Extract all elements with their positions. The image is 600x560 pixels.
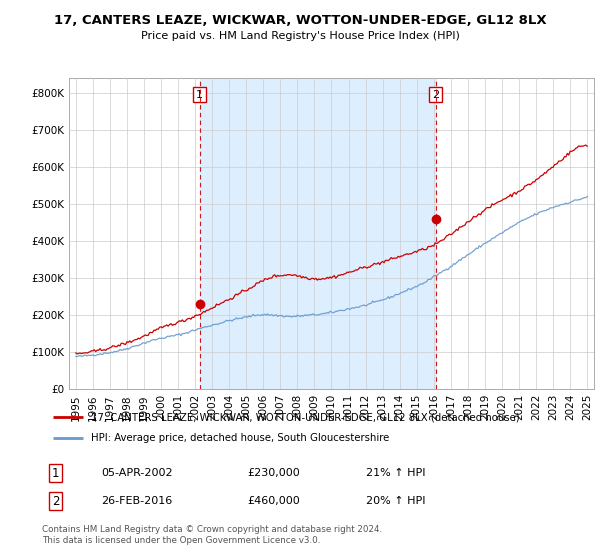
Text: 21% ↑ HPI: 21% ↑ HPI xyxy=(366,468,425,478)
Text: 1: 1 xyxy=(52,466,59,480)
Text: HPI: Average price, detached house, South Gloucestershire: HPI: Average price, detached house, Sout… xyxy=(91,433,389,444)
Bar xyxy=(200,78,436,389)
Text: 20% ↑ HPI: 20% ↑ HPI xyxy=(366,496,425,506)
Text: 05-APR-2002: 05-APR-2002 xyxy=(101,468,173,478)
Text: Price paid vs. HM Land Registry's House Price Index (HPI): Price paid vs. HM Land Registry's House … xyxy=(140,31,460,41)
Text: 2: 2 xyxy=(432,90,439,100)
Text: 1: 1 xyxy=(196,90,203,100)
Text: £460,000: £460,000 xyxy=(247,496,300,506)
Text: 17, CANTERS LEAZE, WICKWAR, WOTTON-UNDER-EDGE, GL12 8LX (detached house): 17, CANTERS LEAZE, WICKWAR, WOTTON-UNDER… xyxy=(91,412,520,422)
Text: Contains HM Land Registry data © Crown copyright and database right 2024.
This d: Contains HM Land Registry data © Crown c… xyxy=(42,525,382,545)
Text: 26-FEB-2016: 26-FEB-2016 xyxy=(101,496,173,506)
Text: 17, CANTERS LEAZE, WICKWAR, WOTTON-UNDER-EDGE, GL12 8LX: 17, CANTERS LEAZE, WICKWAR, WOTTON-UNDER… xyxy=(53,14,547,27)
Text: 2: 2 xyxy=(52,494,59,507)
Text: £230,000: £230,000 xyxy=(247,468,300,478)
